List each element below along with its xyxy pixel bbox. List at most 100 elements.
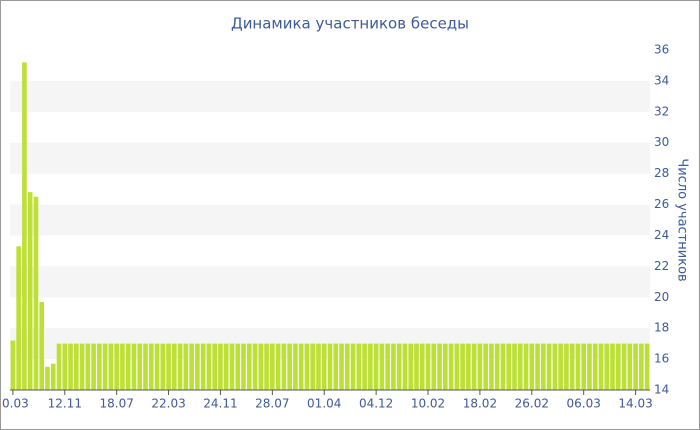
y-tick-label: 24 <box>654 228 669 242</box>
bar <box>454 343 460 390</box>
x-tick-label: 18.02 <box>463 397 497 411</box>
bar <box>310 343 316 390</box>
bar <box>85 343 91 390</box>
bar <box>627 343 633 390</box>
x-tick-label: 10.02 <box>411 397 445 411</box>
bar <box>264 343 269 390</box>
bar <box>368 343 373 390</box>
bar <box>27 192 33 390</box>
bar <box>385 343 390 390</box>
y-tick-label: 18 <box>654 321 669 335</box>
bar <box>529 343 535 390</box>
bar <box>39 301 45 390</box>
bar <box>396 343 402 390</box>
bar <box>483 343 488 390</box>
bar <box>615 343 621 390</box>
bar <box>114 343 119 390</box>
bar <box>500 343 506 390</box>
grid-band <box>10 142 650 174</box>
bar <box>160 343 166 390</box>
bar <box>108 343 114 390</box>
bar <box>45 366 50 390</box>
bar <box>316 343 321 390</box>
bar <box>206 343 212 390</box>
bar <box>477 343 483 390</box>
bar <box>402 343 408 390</box>
bar <box>443 343 448 390</box>
bar <box>16 246 21 390</box>
y-tick-label: 32 <box>654 104 669 118</box>
bar <box>177 343 183 390</box>
bar <box>183 343 189 390</box>
bar <box>235 343 241 390</box>
bar <box>79 343 85 390</box>
bar <box>431 343 437 390</box>
bar <box>143 343 148 390</box>
bar <box>154 343 160 390</box>
bar <box>350 343 356 390</box>
bar <box>373 343 379 390</box>
bar <box>587 343 592 390</box>
bar <box>327 343 333 390</box>
bar <box>321 343 327 390</box>
bar <box>50 363 56 390</box>
bar <box>293 343 298 390</box>
y-tick-label: 14 <box>654 383 669 397</box>
bar <box>379 343 385 390</box>
bar <box>604 343 610 390</box>
bar <box>275 343 281 390</box>
bar <box>189 343 194 390</box>
y-axis-label: Число участников <box>675 158 690 281</box>
bar <box>408 343 414 390</box>
bar <box>344 343 350 390</box>
bar <box>419 343 425 390</box>
y-tick-label: 36 <box>654 43 669 57</box>
bar <box>304 343 310 390</box>
grid-band <box>10 204 650 236</box>
bar <box>523 343 529 390</box>
bar <box>621 343 627 390</box>
bar <box>195 343 200 390</box>
chart-title: Динамика участников беседы <box>231 15 469 33</box>
y-tick-label: 20 <box>654 290 669 304</box>
bar <box>97 343 102 390</box>
y-tick-label: 30 <box>654 135 669 149</box>
x-tick-label: 18.07 <box>99 397 133 411</box>
bar <box>246 343 252 390</box>
bar <box>333 343 339 390</box>
bar <box>575 343 581 390</box>
bar <box>541 343 546 390</box>
x-tick-label: 06.03 <box>567 397 601 411</box>
x-tick-label: 12.11 <box>48 397 82 411</box>
bar <box>471 343 477 390</box>
bar <box>598 343 604 390</box>
bar <box>229 343 235 390</box>
bar <box>200 343 206 390</box>
bar <box>22 62 27 390</box>
bar <box>91 343 96 390</box>
bar <box>460 343 465 390</box>
bar <box>362 343 367 390</box>
x-tick-label: 01.04 <box>307 397 341 411</box>
bar <box>270 343 275 390</box>
bar <box>391 343 396 390</box>
x-tick-label: 28.07 <box>255 397 289 411</box>
bar <box>425 343 431 390</box>
bar <box>466 343 471 390</box>
grid-band <box>10 80 650 112</box>
bar <box>148 343 154 390</box>
bar <box>10 340 16 390</box>
bar <box>581 343 586 390</box>
bar <box>166 343 171 390</box>
bar <box>287 343 292 390</box>
bar <box>223 343 229 390</box>
bar <box>56 343 62 390</box>
bar <box>68 343 73 390</box>
bar <box>281 343 287 390</box>
bar <box>639 343 644 390</box>
bar <box>535 343 540 390</box>
x-tick-label: 24.11 <box>203 397 237 411</box>
x-tick-label: 0.03 <box>2 397 29 411</box>
